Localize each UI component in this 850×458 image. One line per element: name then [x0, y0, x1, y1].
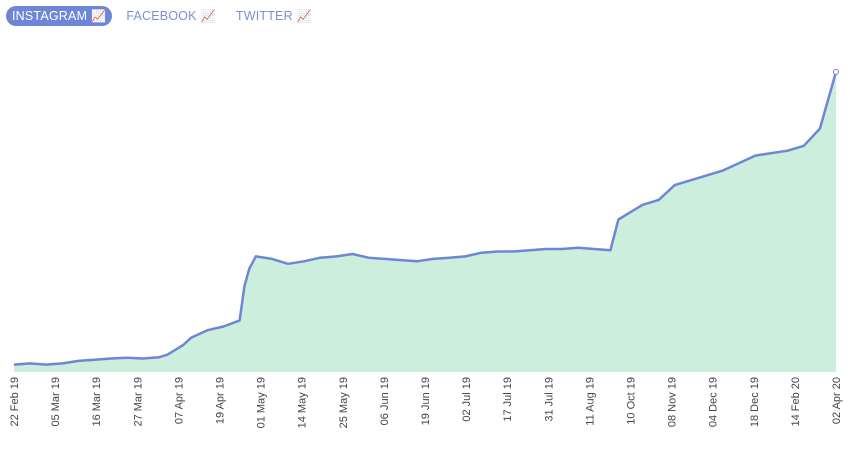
- tab-twitter[interactable]: TWITTER 📈: [230, 6, 318, 26]
- last-data-point: [833, 69, 839, 75]
- x-tick-label: 22 Feb 19: [9, 377, 21, 427]
- x-tick-label: 14 May 19: [297, 377, 309, 428]
- x-tick-label: 14 Feb 20: [790, 377, 802, 427]
- tab-label: INSTAGRAM: [12, 9, 88, 23]
- x-tick-label: 31 Jul 19: [543, 377, 555, 422]
- x-tick-label: 16 Mar 19: [91, 377, 103, 427]
- area-fill: [14, 72, 836, 372]
- x-tick-label: 18 Dec 19: [749, 377, 761, 427]
- x-tick-label: 04 Dec 19: [708, 377, 720, 427]
- x-tick-label: 02 Jul 19: [461, 377, 473, 422]
- x-tick-label: 27 Mar 19: [132, 377, 144, 427]
- x-tick-label: 05 Mar 19: [50, 377, 62, 427]
- x-tick-label: 25 May 19: [338, 377, 350, 428]
- x-tick-label: 06 Jun 19: [379, 377, 391, 425]
- series-line: [13, 71, 838, 366]
- platform-tabs: INSTAGRAM 📈 FACEBOOK 📈 TWITTER 📈: [6, 5, 318, 27]
- chart-trend-icon: 📈: [200, 9, 216, 23]
- chart-trend-icon: 📈: [91, 9, 107, 23]
- tab-label: FACEBOOK: [126, 9, 197, 23]
- tab-facebook[interactable]: FACEBOOK 📈: [120, 6, 222, 26]
- x-tick-label: 11 Aug 19: [584, 377, 596, 426]
- x-tick-label: 19 Jun 19: [420, 377, 432, 425]
- tab-label: TWITTER: [235, 9, 293, 23]
- chart-trend-icon: 📈: [296, 9, 312, 23]
- x-tick-label: 19 Apr 19: [215, 377, 227, 424]
- x-tick-label: 08 Nov 19: [667, 377, 679, 427]
- tab-instagram[interactable]: INSTAGRAM 📈: [6, 6, 113, 26]
- x-tick-label: 01 May 19: [256, 377, 268, 428]
- x-tick-label: 17 Jul 19: [502, 377, 514, 422]
- x-tick-label: 10 Oct 19: [626, 377, 638, 425]
- x-axis: 22 Feb 19 05 Mar 19 16 Mar 19 27 Mar 19 07 A…: [9, 377, 843, 428]
- x-tick-label: 02 Apr 20: [831, 377, 843, 424]
- x-tick-label: 07 Apr 19: [173, 377, 185, 424]
